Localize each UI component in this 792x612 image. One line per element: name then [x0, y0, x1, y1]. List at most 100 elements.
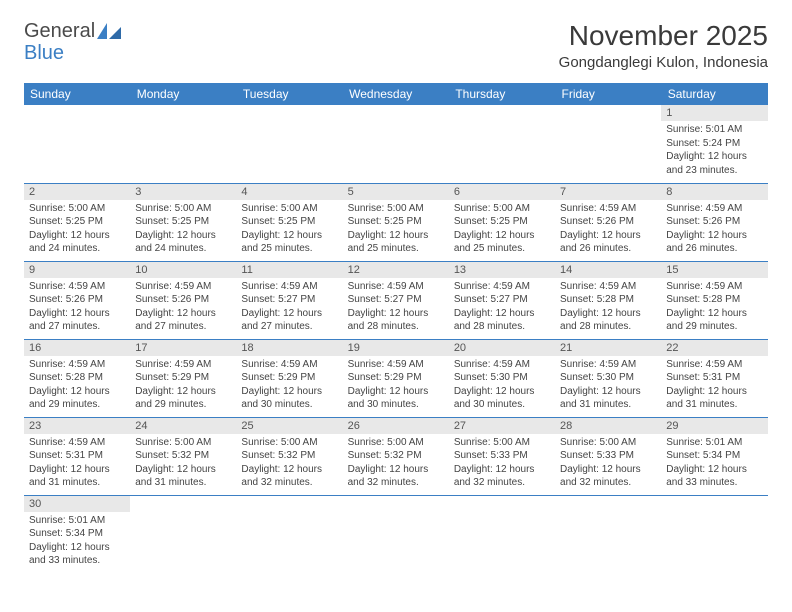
day-number: 26 — [343, 418, 449, 434]
day-details: Sunrise: 4:59 AMSunset: 5:30 PMDaylight:… — [555, 356, 661, 416]
day-number: 9 — [24, 262, 130, 278]
brand-part1: General — [24, 20, 95, 43]
daylight-text: Daylight: 12 hours and 32 minutes. — [241, 463, 337, 490]
sunrise-text: Sunrise: 5:00 AM — [560, 436, 656, 450]
calendar-table: SundayMondayTuesdayWednesdayThursdayFrid… — [24, 83, 768, 573]
day-number: 20 — [449, 340, 555, 356]
sunset-text: Sunset: 5:26 PM — [560, 215, 656, 229]
day-number: 19 — [343, 340, 449, 356]
sunrise-text: Sunrise: 4:59 AM — [29, 358, 125, 372]
sunrise-text: Sunrise: 4:59 AM — [666, 358, 762, 372]
day-details: Sunrise: 5:00 AMSunset: 5:32 PMDaylight:… — [343, 434, 449, 494]
sunset-text: Sunset: 5:34 PM — [29, 527, 125, 541]
brand-part2: Blue — [24, 42, 64, 65]
calendar-day-cell: 27Sunrise: 5:00 AMSunset: 5:33 PMDayligh… — [449, 417, 555, 495]
calendar-week-row: 30Sunrise: 5:01 AMSunset: 5:34 PMDayligh… — [24, 495, 768, 573]
calendar-day-cell: 5Sunrise: 5:00 AMSunset: 5:25 PMDaylight… — [343, 183, 449, 261]
day-number: 28 — [555, 418, 661, 434]
daylight-text: Daylight: 12 hours and 28 minutes. — [454, 307, 550, 334]
daylight-text: Daylight: 12 hours and 25 minutes. — [454, 229, 550, 256]
daylight-text: Daylight: 12 hours and 31 minutes. — [560, 385, 656, 412]
day-number: 16 — [24, 340, 130, 356]
brand-logo: General — [24, 20, 121, 43]
sunrise-text: Sunrise: 5:01 AM — [666, 436, 762, 450]
weekday-header: Thursday — [449, 83, 555, 105]
calendar-day-cell: 4Sunrise: 5:00 AMSunset: 5:25 PMDaylight… — [236, 183, 342, 261]
calendar-day-cell: 16Sunrise: 4:59 AMSunset: 5:28 PMDayligh… — [24, 339, 130, 417]
sunset-text: Sunset: 5:25 PM — [241, 215, 337, 229]
day-details: Sunrise: 5:00 AMSunset: 5:33 PMDaylight:… — [449, 434, 555, 494]
day-number: 25 — [236, 418, 342, 434]
daylight-text: Daylight: 12 hours and 30 minutes. — [454, 385, 550, 412]
day-details: Sunrise: 4:59 AMSunset: 5:31 PMDaylight:… — [24, 434, 130, 494]
daylight-text: Daylight: 12 hours and 31 minutes. — [29, 463, 125, 490]
sunset-text: Sunset: 5:31 PM — [29, 449, 125, 463]
day-number: 27 — [449, 418, 555, 434]
sunrise-text: Sunrise: 5:00 AM — [241, 202, 337, 216]
sunset-text: Sunset: 5:27 PM — [241, 293, 337, 307]
calendar-day-cell — [236, 105, 342, 183]
calendar-day-cell: 12Sunrise: 4:59 AMSunset: 5:27 PMDayligh… — [343, 261, 449, 339]
day-details: Sunrise: 4:59 AMSunset: 5:28 PMDaylight:… — [24, 356, 130, 416]
sunset-text: Sunset: 5:25 PM — [135, 215, 231, 229]
sunrise-text: Sunrise: 4:59 AM — [454, 280, 550, 294]
sunrise-text: Sunrise: 4:59 AM — [29, 436, 125, 450]
sunset-text: Sunset: 5:25 PM — [454, 215, 550, 229]
calendar-day-cell: 3Sunrise: 5:00 AMSunset: 5:25 PMDaylight… — [130, 183, 236, 261]
sunset-text: Sunset: 5:26 PM — [29, 293, 125, 307]
calendar-day-cell — [449, 495, 555, 573]
daylight-text: Daylight: 12 hours and 33 minutes. — [29, 541, 125, 568]
sunrise-text: Sunrise: 5:00 AM — [348, 202, 444, 216]
sunset-text: Sunset: 5:25 PM — [29, 215, 125, 229]
day-number: 11 — [236, 262, 342, 278]
sunrise-text: Sunrise: 5:00 AM — [135, 436, 231, 450]
day-number: 3 — [130, 184, 236, 200]
calendar-day-cell: 2Sunrise: 5:00 AMSunset: 5:25 PMDaylight… — [24, 183, 130, 261]
sunrise-text: Sunrise: 4:59 AM — [135, 358, 231, 372]
calendar-day-cell — [130, 105, 236, 183]
sunrise-text: Sunrise: 5:00 AM — [29, 202, 125, 216]
sunrise-text: Sunrise: 4:59 AM — [241, 280, 337, 294]
daylight-text: Daylight: 12 hours and 23 minutes. — [666, 150, 762, 177]
calendar-week-row: 2Sunrise: 5:00 AMSunset: 5:25 PMDaylight… — [24, 183, 768, 261]
day-details: Sunrise: 5:00 AMSunset: 5:25 PMDaylight:… — [130, 200, 236, 260]
day-number: 29 — [661, 418, 767, 434]
daylight-text: Daylight: 12 hours and 30 minutes. — [241, 385, 337, 412]
day-number: 17 — [130, 340, 236, 356]
calendar-day-cell: 22Sunrise: 4:59 AMSunset: 5:31 PMDayligh… — [661, 339, 767, 417]
weekday-header: Tuesday — [236, 83, 342, 105]
sunrise-text: Sunrise: 4:59 AM — [135, 280, 231, 294]
calendar-week-row: 16Sunrise: 4:59 AMSunset: 5:28 PMDayligh… — [24, 339, 768, 417]
sunrise-text: Sunrise: 5:01 AM — [29, 514, 125, 528]
calendar-day-cell — [343, 105, 449, 183]
calendar-day-cell: 9Sunrise: 4:59 AMSunset: 5:26 PMDaylight… — [24, 261, 130, 339]
calendar-day-cell: 1Sunrise: 5:01 AMSunset: 5:24 PMDaylight… — [661, 105, 767, 183]
day-number: 10 — [130, 262, 236, 278]
daylight-text: Daylight: 12 hours and 27 minutes. — [29, 307, 125, 334]
daylight-text: Daylight: 12 hours and 24 minutes. — [29, 229, 125, 256]
day-number: 18 — [236, 340, 342, 356]
sunrise-text: Sunrise: 5:00 AM — [135, 202, 231, 216]
daylight-text: Daylight: 12 hours and 25 minutes. — [348, 229, 444, 256]
day-number: 6 — [449, 184, 555, 200]
calendar-day-cell — [449, 105, 555, 183]
calendar-day-cell: 26Sunrise: 5:00 AMSunset: 5:32 PMDayligh… — [343, 417, 449, 495]
daylight-text: Daylight: 12 hours and 32 minutes. — [454, 463, 550, 490]
calendar-week-row: 23Sunrise: 4:59 AMSunset: 5:31 PMDayligh… — [24, 417, 768, 495]
sunset-text: Sunset: 5:28 PM — [29, 371, 125, 385]
day-details: Sunrise: 5:00 AMSunset: 5:25 PMDaylight:… — [343, 200, 449, 260]
sunrise-text: Sunrise: 5:01 AM — [666, 123, 762, 137]
weekday-header: Saturday — [661, 83, 767, 105]
sunset-text: Sunset: 5:27 PM — [348, 293, 444, 307]
sunset-text: Sunset: 5:30 PM — [560, 371, 656, 385]
weekday-header: Friday — [555, 83, 661, 105]
day-details: Sunrise: 4:59 AMSunset: 5:26 PMDaylight:… — [661, 200, 767, 260]
calendar-day-cell: 6Sunrise: 5:00 AMSunset: 5:25 PMDaylight… — [449, 183, 555, 261]
sunset-text: Sunset: 5:34 PM — [666, 449, 762, 463]
sail-icon — [97, 23, 121, 39]
day-details: Sunrise: 4:59 AMSunset: 5:26 PMDaylight:… — [24, 278, 130, 338]
daylight-text: Daylight: 12 hours and 32 minutes. — [348, 463, 444, 490]
sunrise-text: Sunrise: 4:59 AM — [29, 280, 125, 294]
daylight-text: Daylight: 12 hours and 27 minutes. — [135, 307, 231, 334]
sunset-text: Sunset: 5:25 PM — [348, 215, 444, 229]
